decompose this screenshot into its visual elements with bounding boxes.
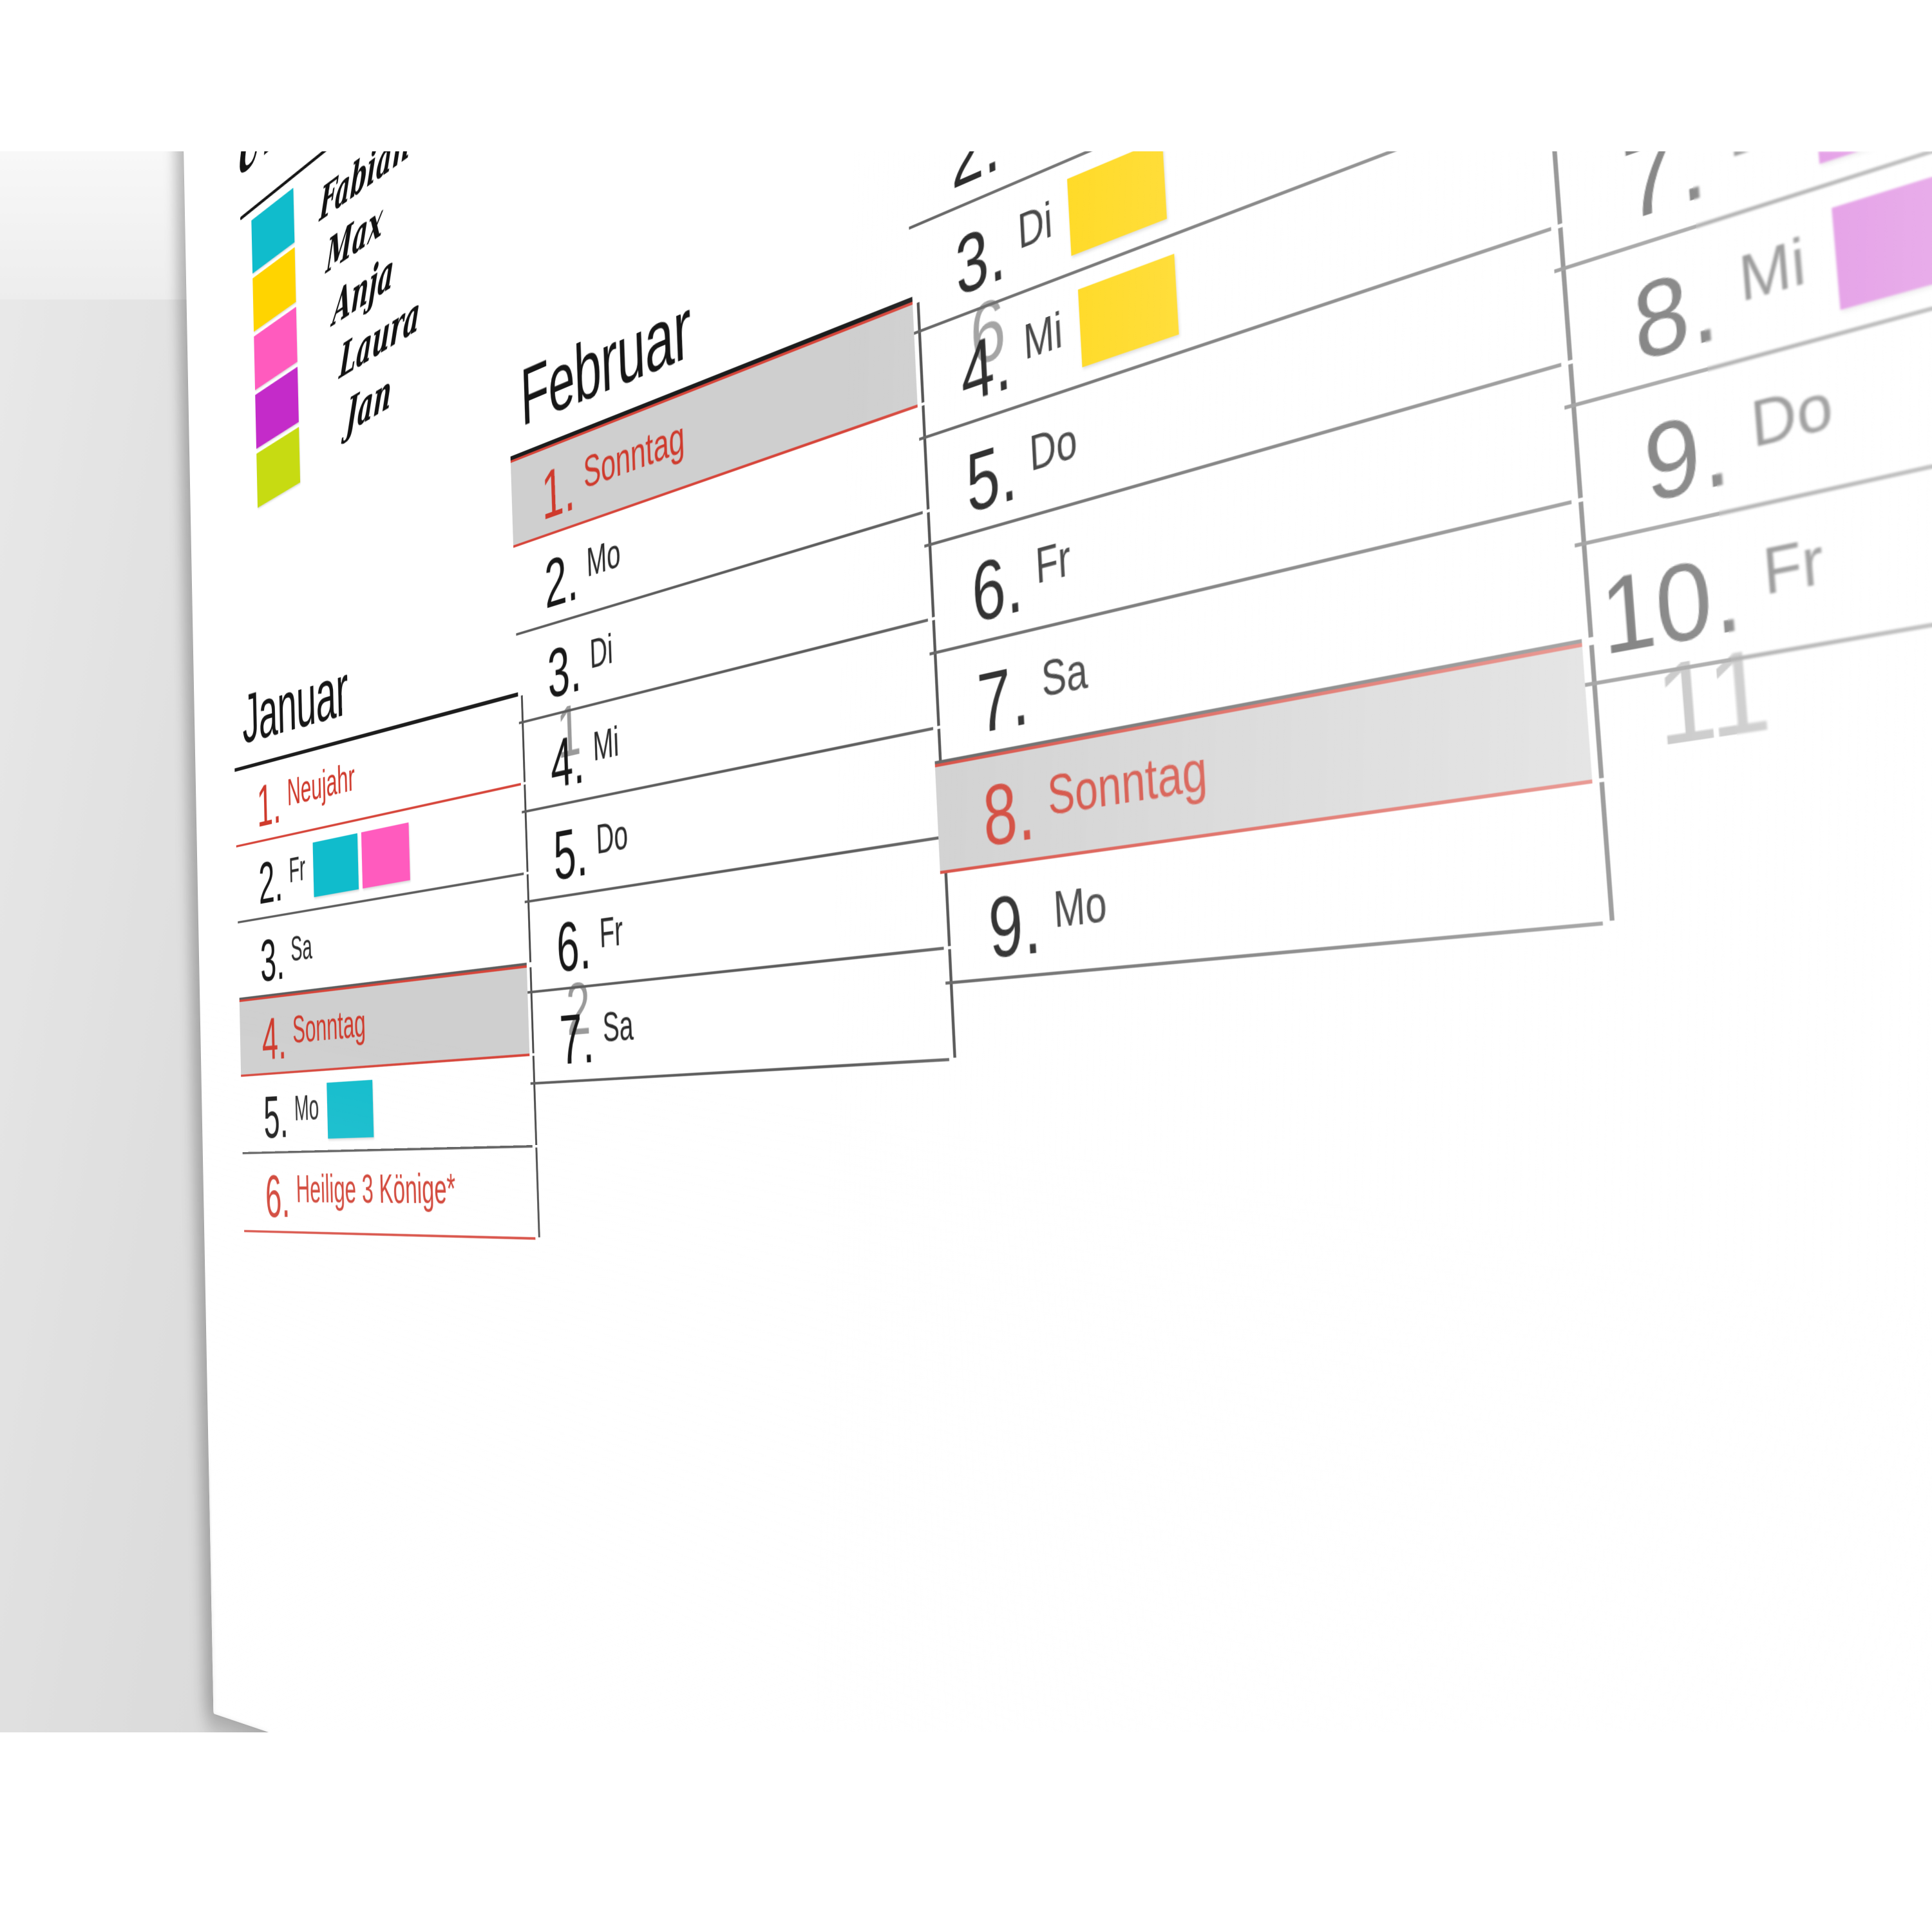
day-number: 9. (986, 873, 1043, 976)
vacation-magnet[interactable] (1077, 253, 1179, 367)
magnet-group (327, 1079, 374, 1139)
day-label: Sonntag (292, 1001, 366, 1052)
day-number: 6. (265, 1162, 291, 1230)
vacation-magnet[interactable] (1067, 151, 1168, 256)
vacation-magnet[interactable] (327, 1079, 374, 1139)
vacation-magnet[interactable] (361, 822, 411, 889)
day-number: 7. (975, 646, 1031, 752)
day-number: 4. (549, 719, 586, 804)
day-rows: 1. Neujahr 1 2. Fr 3. Sa 4. Sonntag 2 5. Mo 6. Heilig… (234, 670, 634, 1240)
day-label: Mo (1010, 151, 1064, 152)
day-label: Fr (288, 848, 306, 891)
magnet-group (312, 822, 411, 897)
day-label: Sa (1040, 642, 1089, 709)
day-label: Sonntag (1046, 737, 1209, 828)
day-number: 5. (552, 811, 589, 895)
month-column-januar[interactable]: Januar 1. Neujahr 1 2. Fr 3. Sa 4. Sonntag 2 5. Mo 6.… (232, 574, 634, 1240)
month-columns: Januar 1. Neujahr 1 2. Fr 3. Sa 4. Sonntag 2 5. Mo 6.… (180, 151, 1932, 1732)
day-label: Di (589, 626, 614, 678)
week-number-cell (535, 1145, 634, 1240)
day-number: 1. (256, 768, 282, 840)
day-number: 2. (258, 846, 284, 917)
month-column-februar[interactable]: Februar 1. Sonntag 6 2. Mo 3. Di 4. Mi 5. Do 6. Fr 7. S… (507, 156, 1098, 1085)
day-rows: 1.Sonntag102.Mo3.Di4.Mi5.Do6.Fr7.Sa8.Son… (899, 151, 1853, 985)
day-number: 8. (981, 761, 1037, 865)
day-label: Heilige 3 Könige* (296, 1165, 457, 1213)
day-label: Sa (290, 927, 313, 970)
day-label: Neujahr (287, 755, 355, 815)
day-label: Sa (601, 1002, 634, 1052)
day-label: Di (1725, 151, 1789, 174)
day-label: Mo (294, 1088, 319, 1129)
day-label: Mi (1022, 302, 1065, 372)
day-number: 4. (261, 1004, 287, 1074)
day-label: Do (1748, 369, 1836, 462)
day-number: 6. (969, 533, 1025, 641)
day-label: Fr (1760, 524, 1827, 610)
day-label: Fr (1034, 530, 1072, 596)
day-row[interactable]: 6. Heilige 3 Könige* (242, 1145, 634, 1240)
month-column-maerz[interactable]: März1.Sonntag102.Mo3.Di4.Mi5.Do6.Fr7.Sa8… (892, 151, 1853, 985)
day-number: 3. (546, 627, 583, 714)
day-label: Fr (598, 907, 624, 958)
vacation-magnet[interactable] (312, 833, 359, 897)
magnet-group (1077, 253, 1179, 367)
day-number: 10. (1596, 529, 1747, 677)
day-number: 3. (260, 925, 285, 994)
day-number: 2. (543, 536, 580, 623)
day-label: Do (595, 811, 629, 864)
day-number: 6. (555, 904, 592, 987)
day-label: Mi (592, 718, 620, 771)
day-label: Mo (1052, 875, 1108, 940)
week-number-cell (1599, 748, 1853, 921)
day-label: Mo (585, 530, 621, 587)
day-number: 7. (558, 998, 596, 1079)
day-label: Di (1016, 192, 1054, 261)
magnet-group (1067, 151, 1168, 256)
day-label: Do (1028, 412, 1079, 483)
day-label: Mi (1736, 225, 1809, 317)
day-number: 5. (263, 1083, 289, 1151)
